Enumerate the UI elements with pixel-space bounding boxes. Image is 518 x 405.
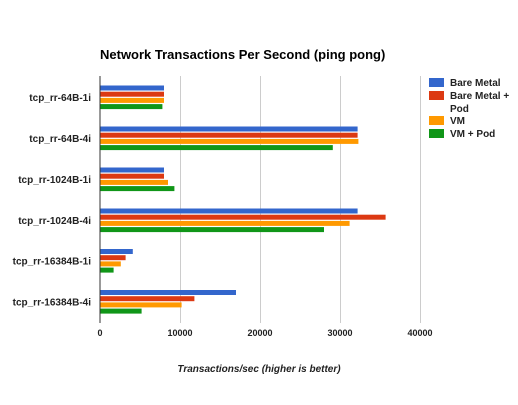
bar — [100, 255, 126, 261]
bar — [100, 208, 358, 214]
bar — [100, 227, 324, 233]
bar — [100, 91, 164, 97]
x-tick-labels: 0 10000 20000 30000 40000 — [97, 328, 432, 338]
legend-swatch — [429, 129, 444, 138]
bar — [100, 126, 358, 132]
category-label: tcp_rr-1024B-1i — [18, 175, 91, 186]
bar — [100, 167, 164, 173]
legend-swatch — [429, 91, 444, 100]
bar — [100, 145, 333, 151]
bar — [100, 179, 168, 185]
bar — [100, 261, 121, 267]
x-tick-label: 0 — [97, 328, 102, 338]
bar — [100, 138, 359, 144]
legend-swatch — [429, 78, 444, 87]
category-label: tcp_rr-1024B-4i — [18, 216, 91, 227]
legend-label: Bare Metal — [450, 78, 501, 89]
bar — [100, 132, 358, 138]
bar — [100, 267, 114, 273]
legend-label: Pod — [450, 104, 469, 115]
category-label: tcp_rr-64B-4i — [29, 134, 91, 145]
category-labels: tcp_rr-64B-1i tcp_rr-64B-4i tcp_rr-1024B-1… — [13, 93, 92, 308]
bar — [100, 249, 133, 254]
bar — [100, 85, 164, 91]
bars — [100, 85, 386, 314]
category-label: tcp_rr-64B-1i — [29, 93, 91, 104]
bar — [100, 308, 142, 314]
bar — [100, 220, 350, 226]
legend-label: VM + Pod — [450, 129, 495, 140]
bar — [100, 186, 175, 192]
category-label: tcp_rr-16384B-4i — [13, 297, 92, 308]
bar — [100, 290, 236, 295]
bar — [100, 97, 164, 103]
legend-label: Bare Metal + — [450, 91, 509, 102]
legend-label: VM — [450, 116, 465, 127]
bar — [100, 214, 386, 220]
x-tick-label: 40000 — [407, 328, 432, 338]
bar — [100, 302, 182, 308]
category-label: tcp_rr-16384B-1i — [13, 256, 92, 267]
legend-swatch — [429, 116, 444, 125]
bar — [100, 296, 195, 302]
bar — [100, 104, 163, 110]
x-axis-title: Transactions/sec (higher is better) — [177, 364, 341, 375]
x-tick-label: 10000 — [167, 328, 192, 338]
chart-title: Network Transactions Per Second (ping po… — [100, 47, 385, 62]
x-tick-label: 30000 — [327, 328, 352, 338]
bar — [100, 173, 164, 179]
gridlines — [180, 76, 421, 323]
x-tick-label: 20000 — [247, 328, 272, 338]
